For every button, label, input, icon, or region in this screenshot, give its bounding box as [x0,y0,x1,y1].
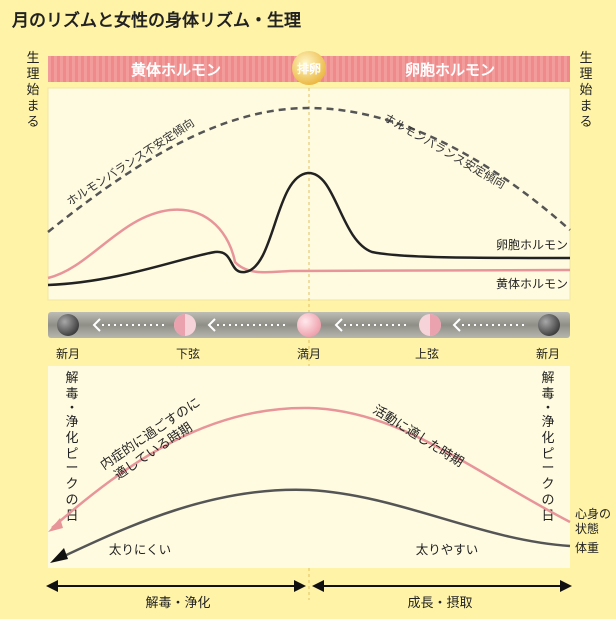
page-title: 月のリズムと女性の身体リズム・生理 [11,10,301,31]
moon-arrows [92,318,528,332]
svg-text:ピ: ピ [541,447,554,462]
svg-text:る: る [579,115,592,130]
svg-text:理: 理 [579,67,592,82]
estrogen-curve [47,171,571,287]
svg-text:ク: ク [65,477,78,492]
moon-label: 新月 [536,346,560,361]
svg-text:の: の [65,493,78,508]
svg-text:毒: 毒 [65,387,78,402]
phase-detox-label: 解毒・浄化 [145,596,210,611]
band-right-label: 卵胞ホルモン [405,61,495,79]
svg-text:始: 始 [579,83,592,98]
condition-curve [51,406,571,529]
svg-text:浄: 浄 [65,415,78,430]
svg-text:生: 生 [579,51,592,66]
new-moon-icon [57,314,79,336]
svg-text:化: 化 [541,431,554,446]
ovulation-label: 排卵 [297,61,321,76]
svg-text:生: 生 [26,51,39,66]
band-left-label: 黄体ホルモン [131,61,221,79]
svg-text:ま: ま [579,99,592,114]
detox-peak-left: 解 毒 ・ 浄 化 ピ ー ク の 日 [65,371,78,524]
condition-arrowhead [48,518,63,532]
svg-text:・: ・ [65,401,78,416]
svg-text:毒: 毒 [541,387,554,402]
weight-arrowhead [50,548,68,563]
svg-text:ピ: ピ [65,447,78,462]
phase-arrow-right [312,580,572,592]
svg-text:ー: ー [65,461,78,476]
svg-text:化: 化 [65,431,78,446]
phase-growth-label: 成長・摂取 [407,595,472,611]
svg-text:解: 解 [65,371,78,386]
legend-condition-1: 心身の [575,506,611,521]
label-estrogen: 卵胞ホルモン [496,238,568,252]
moon-label: 新月 [56,346,80,361]
weight-curve [59,488,571,560]
ovulation-icon [292,51,326,85]
svg-text:ー: ー [541,461,554,476]
hormone-balance-curve [47,106,571,233]
moon-label: 満月 [297,347,321,361]
full-moon-icon [297,313,321,337]
svg-text:の: の [541,493,554,508]
new-moon-icon [538,314,560,336]
label-gain-less: 太りにくい [109,542,171,557]
detox-peak-right: 解 毒 ・ 浄 化 ピ ー ク の 日 [541,371,554,524]
svg-text:・: ・ [541,401,554,416]
svg-text:始: 始 [26,83,39,98]
legend-weight: 体重 [575,541,599,555]
side-label-right: 生 理 始 ま る [579,51,592,130]
legend-condition-2: 状態 [575,521,599,536]
label-gain-more: 太りやすい [416,542,479,557]
phase-arrow-left [46,580,306,592]
svg-text:る: る [26,115,39,130]
svg-text:浄: 浄 [541,415,554,430]
label-progesterone: 黄体ホルモン [496,277,568,291]
svg-text:ク: ク [541,477,554,492]
moon-label: 上弦 [415,346,439,361]
svg-text:ま: ま [26,99,39,114]
side-label-left: 生 理 始 ま る [26,51,39,130]
progesterone-curve [47,208,571,280]
last-quarter-moon-icon [174,314,196,336]
svg-text:解: 解 [541,371,554,386]
svg-text:理: 理 [26,67,39,82]
first-quarter-moon-icon [419,314,441,336]
moon-label: 下弦 [176,346,200,361]
body-panel [48,366,570,568]
